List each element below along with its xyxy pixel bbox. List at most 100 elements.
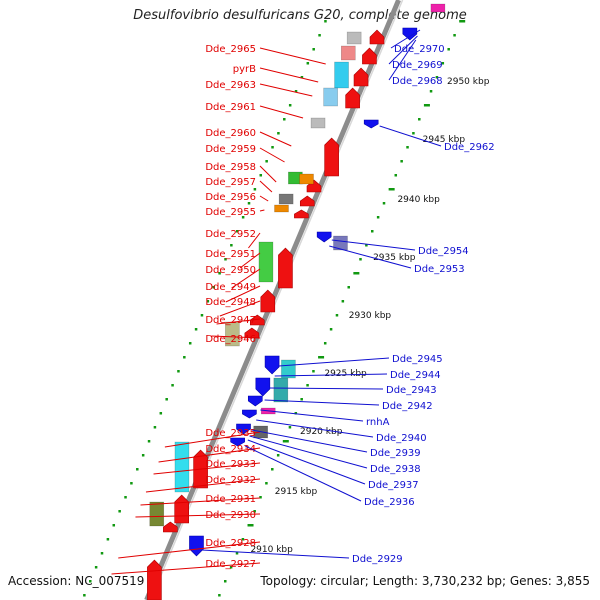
inner-tick-track — [141, 454, 145, 457]
outer-tick-track — [418, 118, 421, 121]
inner-tick-track — [100, 552, 104, 555]
inner-tick-track — [177, 370, 180, 373]
forward-label-leader — [118, 541, 261, 559]
reverse-gene-label: Dde_2938 — [370, 464, 421, 475]
outer-tick-track — [412, 132, 415, 135]
outer-tick-track — [224, 580, 227, 583]
forward-label-leader — [248, 232, 261, 249]
forward-gene-label: pyrB — [233, 64, 256, 75]
scale-tick-label: 2950 kbp — [447, 77, 490, 87]
forward-label-leader — [140, 497, 261, 506]
forward-label-leader — [135, 513, 261, 518]
inner-tick-track — [118, 510, 121, 513]
gene-box-grey — [310, 117, 326, 129]
scale-tick-label: 2930 kbp — [349, 311, 392, 321]
reverse-gene-label: Dde_2937 — [368, 480, 419, 491]
reverse-gene-label: rnhA — [366, 417, 390, 428]
accession-label: Accession: NC_007519 — [8, 574, 145, 588]
outer-tick-track — [441, 62, 445, 65]
forward-label-leader — [259, 165, 277, 183]
reverse-label-leader — [247, 439, 366, 485]
reverse-gene-arrow — [247, 395, 263, 407]
reverse-gene-label: Dde_2945 — [392, 354, 443, 365]
reverse-gene-label: Dde_2968 — [392, 76, 443, 87]
outer-tick-track — [229, 566, 233, 569]
inner-tick-track — [130, 482, 133, 485]
gene-box-olive — [149, 501, 165, 527]
outer-tick-track — [253, 510, 256, 513]
inner-tick-track — [136, 468, 139, 471]
forward-label-leader — [231, 268, 261, 289]
scale-tick-label: 2935 kbp — [373, 253, 416, 263]
forward-label-leader — [216, 318, 261, 325]
outer-tick-track — [347, 286, 350, 289]
forward-gene-label: Dde_2960 — [205, 128, 256, 139]
outer-tick-track — [453, 34, 456, 37]
reverse-gene-label: Dde_2943 — [386, 385, 437, 396]
forward-label-leader — [259, 147, 285, 163]
outer-tick-track — [294, 412, 298, 415]
outer-tick-track — [341, 300, 345, 303]
forward-gene-arrow — [250, 314, 265, 326]
inner-tick-track — [188, 342, 192, 345]
reverse-gene-label: Dde_2936 — [364, 497, 415, 508]
forward-gene-arrow — [324, 137, 339, 177]
inner-tick-track — [253, 188, 257, 191]
reverse-label-leader — [264, 399, 380, 406]
outer-tick-track — [382, 202, 386, 205]
forward-gene-label: Dde_2952 — [205, 229, 256, 240]
inner-tick-track — [224, 258, 227, 261]
forward-label-leader — [259, 195, 269, 202]
inner-tick-track — [271, 146, 274, 149]
reverse-label-leader — [260, 409, 364, 422]
reverse-label-leader — [390, 29, 421, 49]
reverse-label-leader — [269, 387, 384, 390]
forward-gene-arrow — [278, 247, 293, 289]
forward-label-leader — [219, 300, 261, 317]
outer-tick-track — [329, 328, 333, 331]
inner-tick-track — [94, 566, 98, 569]
reverse-gene-label: Dde_2939 — [370, 448, 421, 459]
outer-tick-track — [359, 258, 362, 261]
forward-gene-label: Dde_2949 — [205, 282, 256, 293]
gene-box-slate — [333, 235, 348, 251]
forward-label-leader — [145, 478, 261, 493]
reverse-label-leader — [249, 435, 368, 469]
reverse-label-leader — [278, 357, 390, 367]
reverse-gene-label: Dde_2940 — [376, 433, 427, 444]
gene-box-lightblue — [323, 87, 338, 107]
reverse-gene-arrow — [242, 409, 257, 419]
forward-gene-arrow — [147, 559, 162, 600]
reverse-label-leader — [245, 445, 362, 502]
forward-gene-label: Dde_2927 — [205, 559, 256, 570]
map-title: Desulfovibrio desulfuricans G20, complet… — [133, 8, 467, 23]
inner-tick-track — [159, 412, 163, 415]
gene-box-magenta — [430, 3, 446, 13]
outer-tick-track — [218, 594, 221, 597]
reverse-gene-label: Dde_2970 — [394, 44, 445, 55]
inner-tick-track — [265, 160, 268, 163]
outer-tick-track — [241, 538, 245, 541]
reverse-gene-label: Dde_2962 — [444, 142, 495, 153]
inner-tick-track — [165, 398, 168, 401]
scale-tick-label: 2925 kbp — [324, 369, 367, 379]
forward-gene-label: Dde_2930 — [205, 510, 256, 521]
outer-tick-track — [365, 244, 368, 247]
forward-gene-label: Dde_2959 — [205, 144, 256, 155]
forward-gene-label: Dde_2934 — [205, 444, 256, 455]
forward-label-leader — [259, 131, 292, 147]
reverse-gene-arrow — [316, 231, 332, 243]
inner-tick-track — [200, 314, 204, 317]
inner-tick-track — [206, 300, 210, 303]
inner-tick-track — [318, 34, 321, 37]
forward-gene-label: Dde_2958 — [205, 162, 256, 173]
forward-gene-label: Dde_2933 — [205, 459, 256, 470]
inner-tick-track — [294, 90, 298, 93]
forward-gene-label: Dde_2948 — [205, 297, 256, 308]
inner-tick-track — [106, 538, 110, 541]
inner-tick-track — [153, 426, 157, 429]
forward-label-leader — [111, 562, 261, 575]
outer-tick-track — [271, 468, 274, 471]
forward-gene-arrow — [163, 521, 178, 533]
